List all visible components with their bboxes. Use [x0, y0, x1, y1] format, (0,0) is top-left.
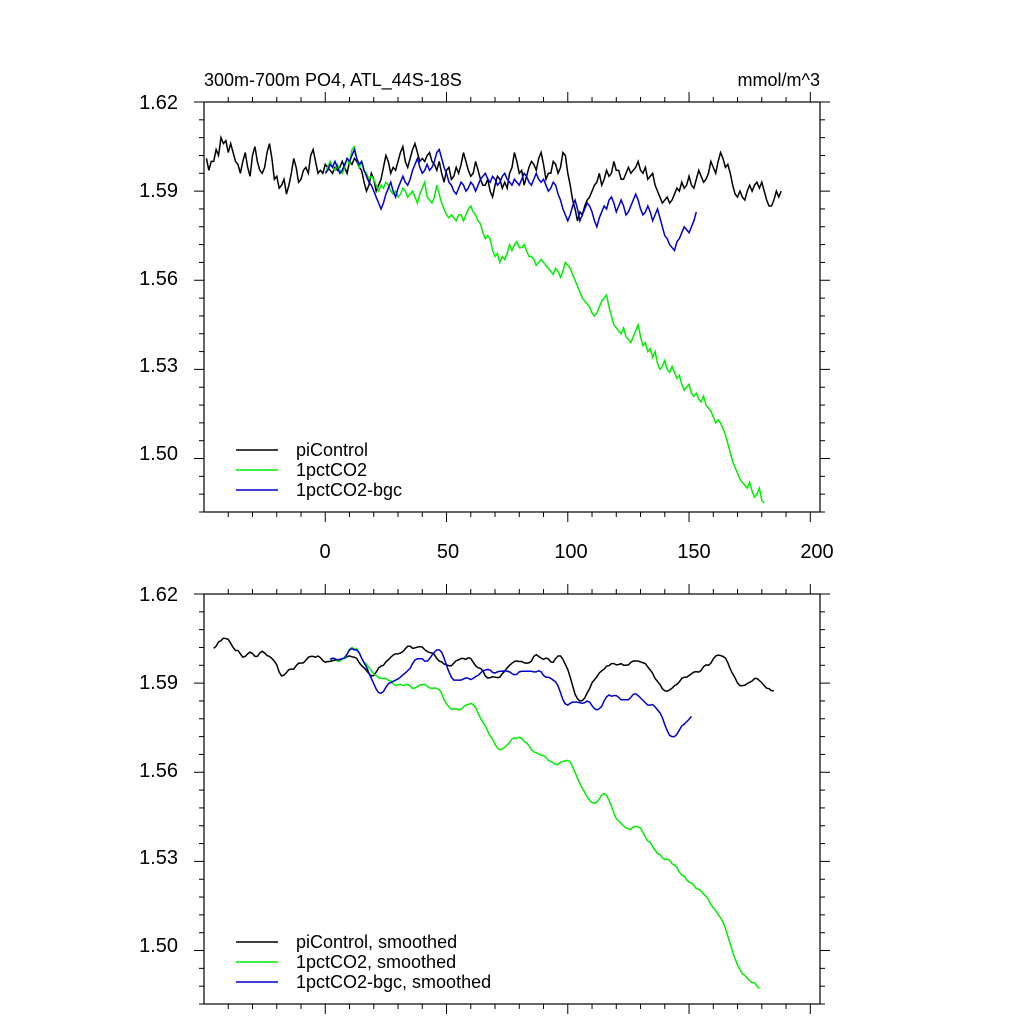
series-line-picontrol-smoothed — [213, 637, 774, 702]
x-tick-label: 0 — [319, 541, 330, 563]
series-line-1pctco2-smoothed — [329, 646, 760, 990]
legend-label: piControl, smoothed — [296, 932, 457, 952]
y-tick-label: 1.59 — [139, 180, 178, 202]
y-tick-label: 1.53 — [139, 847, 178, 869]
y-tick-label: 1.62 — [139, 92, 178, 114]
x-axis: 0 50 100 150 200 — [319, 541, 833, 563]
bottom-plot-frame — [203, 593, 821, 1005]
y-tick-label: 1.59 — [139, 672, 178, 694]
top-ticks — [194, 92, 830, 522]
x-tick-label: 50 — [437, 541, 459, 563]
bottom-y-axis: 1.50 1.53 1.56 1.59 1.62 — [139, 584, 178, 957]
legend-label: 1pctCO2-bgc, smoothed — [296, 972, 491, 992]
top-legend: piControl 1pctCO2 1pctCO2-bgc — [236, 440, 402, 500]
y-tick-label: 1.53 — [139, 355, 178, 377]
x-tick-label: 150 — [677, 541, 710, 563]
series-line-1pctco2-bgc-smoothed — [329, 647, 693, 738]
y-tick-label: 1.56 — [139, 268, 178, 290]
bottom-panel: 1.50 1.53 1.56 1.59 1.62 piControl, smoo… — [139, 584, 830, 1014]
x-tick-label: 100 — [554, 541, 587, 563]
x-tick-label: 200 — [800, 541, 833, 563]
series-line-1pctco2-bgc — [324, 147, 698, 253]
y-tick-label: 1.62 — [139, 584, 178, 606]
y-tick-label: 1.56 — [139, 760, 178, 782]
legend-label: 1pctCO2-bgc — [296, 480, 402, 500]
bottom-plot-area — [213, 637, 774, 990]
top-panel: 300m-700m PO4, ATL_44S-18S mmol/m^3 1.50… — [139, 70, 834, 563]
series-line-1pctco2 — [324, 144, 765, 504]
bottom-legend: piControl, smoothed 1pctCO2, smoothed 1p… — [236, 932, 491, 992]
y-tick-label: 1.50 — [139, 935, 178, 957]
series-line-picontrol — [205, 134, 782, 222]
legend-label: piControl — [296, 440, 368, 460]
top-chart-title: 300m-700m PO4, ATL_44S-18S — [204, 70, 462, 91]
legend-label: 1pctCO2, smoothed — [296, 952, 456, 972]
units-label: mmol/m^3 — [738, 70, 820, 90]
top-y-axis: 1.50 1.53 1.56 1.59 1.62 — [139, 92, 178, 465]
bottom-ticks — [194, 584, 830, 1014]
legend-label: 1pctCO2 — [296, 460, 367, 480]
y-tick-label: 1.50 — [139, 443, 178, 465]
top-plot-frame — [203, 101, 821, 513]
top-plot-area — [205, 134, 782, 504]
